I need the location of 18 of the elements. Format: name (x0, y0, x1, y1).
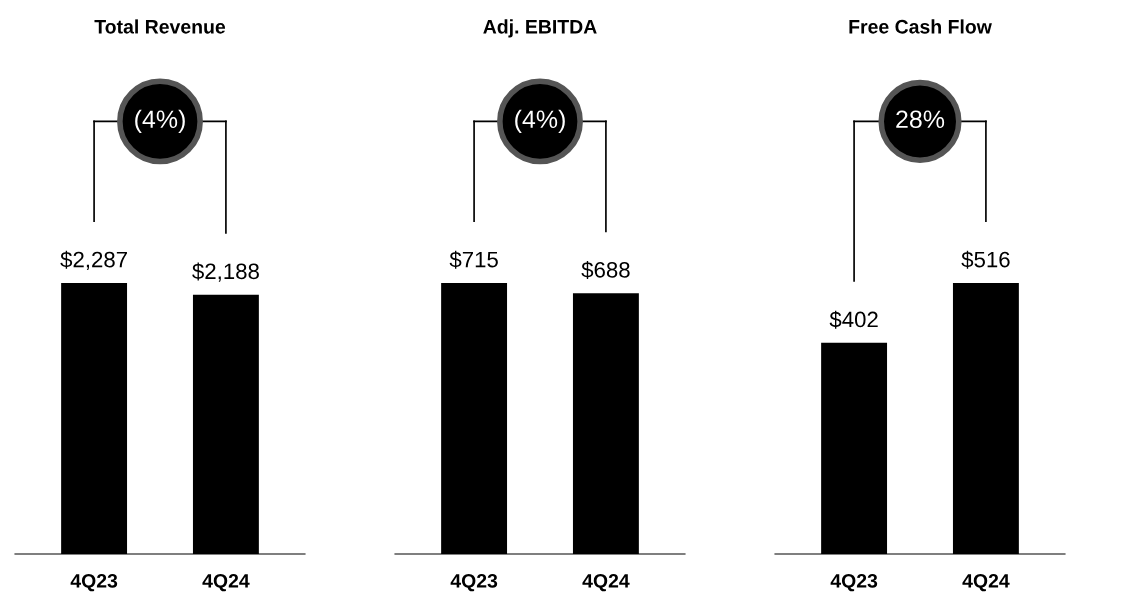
x-tick-label: 4Q23 (450, 573, 498, 592)
text: 28% (896, 110, 945, 129)
x-tick-label: 4Q24 (962, 573, 1010, 592)
text: (4%) (515, 109, 565, 134)
chart-title: Free Cash Flow (849, 19, 992, 34)
x-tick-label: 4Q23 (830, 573, 878, 592)
x-tick-label: 4Q23 (70, 573, 118, 592)
chart-title: Total Revenue (94, 19, 226, 34)
data-label: $688 (581, 261, 630, 279)
text: (4%) (135, 109, 185, 134)
chart-title: Adj. EBITDA (483, 19, 597, 38)
x-tick-label: 4Q24 (582, 573, 630, 592)
data-label: $402 (829, 310, 878, 329)
data-label: $715 (449, 250, 498, 269)
data-label: $2,287 (60, 250, 127, 271)
data-label: $516 (961, 250, 1010, 269)
data-label: $2,188 (192, 262, 259, 282)
x-tick-label: 4Q24 (202, 573, 250, 592)
